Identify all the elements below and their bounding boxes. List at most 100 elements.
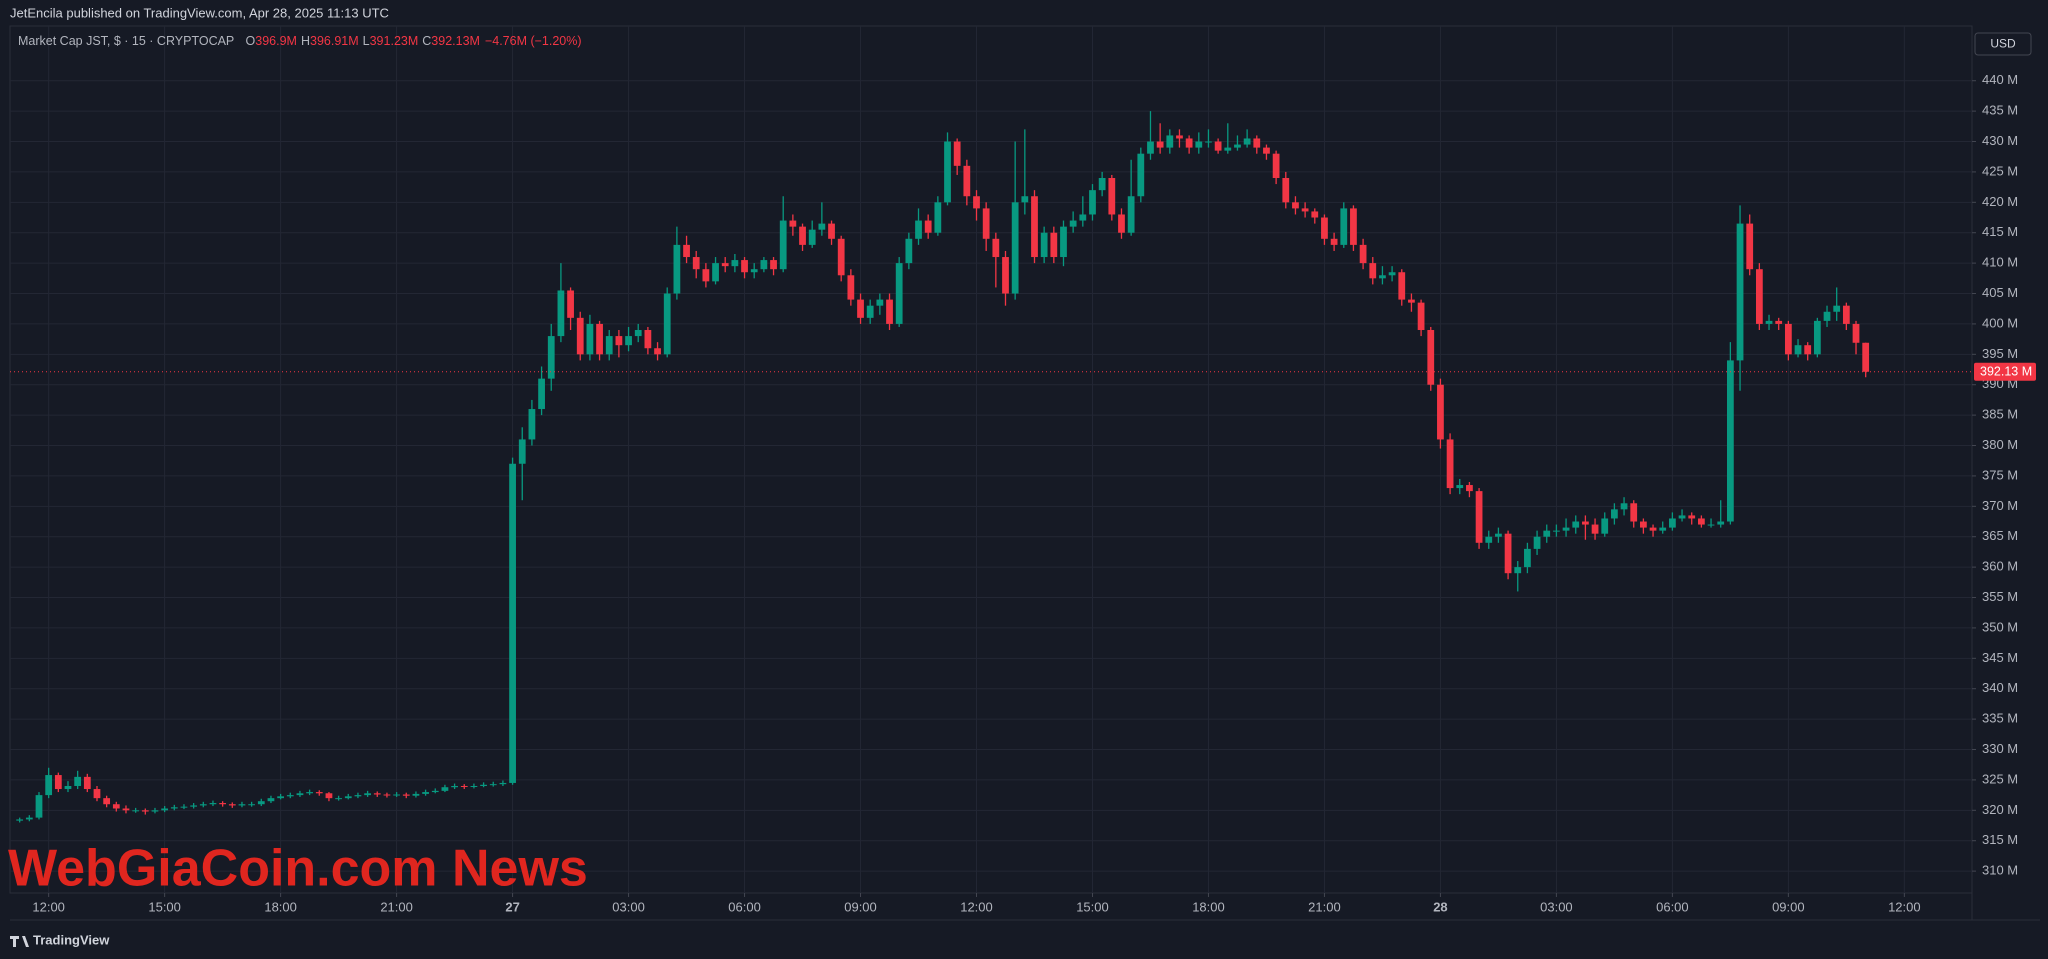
candle-body: [789, 220, 797, 227]
candle-body: [228, 804, 236, 806]
legend-key: L: [363, 34, 370, 48]
candle-body: [528, 409, 536, 440]
candle-body: [1437, 384, 1444, 440]
grid: [10, 26, 1972, 893]
candle-body: [1127, 196, 1135, 233]
candle-body: [1340, 208, 1348, 245]
candle-body: [982, 208, 990, 239]
candle-body: [1214, 141, 1222, 151]
candle-body: [1098, 177, 1106, 191]
candle-body: [1862, 342, 1870, 372]
candle-body: [915, 220, 922, 239]
candle-body: [393, 794, 400, 796]
candle-body: [1717, 521, 1725, 525]
candle-body: [25, 817, 33, 820]
candle-body: [963, 165, 971, 197]
candle-body: [1350, 208, 1357, 245]
y-tick-label: 330 M: [1982, 741, 2018, 756]
candle-body: [1234, 144, 1241, 148]
legend-key: H: [301, 34, 310, 48]
x-tick-label: 27: [505, 899, 519, 914]
y-tick-label: 345 M: [1982, 650, 2018, 665]
x-tick-label: 28: [1433, 899, 1447, 914]
candle-body: [1833, 305, 1841, 312]
last-price-label: 392.13 M: [1980, 365, 2032, 379]
candle-body: [1185, 138, 1193, 148]
candle-body: [895, 263, 903, 324]
legend-value: 392.13M: [431, 34, 480, 48]
candle-body: [1021, 196, 1029, 203]
candles: [16, 111, 1870, 823]
candle-body: [1253, 138, 1261, 148]
candle-body: [1514, 567, 1522, 574]
candle-body: [1002, 257, 1009, 294]
candle-body: [373, 793, 381, 795]
y-tick-label: 370 M: [1982, 498, 2018, 513]
candle-body: [1794, 345, 1802, 355]
candle-body: [1553, 530, 1560, 532]
y-tick-label: 440 M: [1982, 72, 2018, 87]
candle-body: [1388, 272, 1396, 276]
candle-body: [132, 810, 140, 812]
candle-body: [547, 336, 555, 379]
candle-body: [683, 244, 690, 258]
candle-body: [83, 776, 91, 790]
candle-body: [1040, 232, 1048, 258]
candle-body: [422, 792, 429, 794]
candle-body: [1572, 521, 1580, 528]
candle-body: [1379, 275, 1386, 279]
brand-logo: [10, 936, 29, 947]
candle-body: [770, 260, 777, 270]
candle-body: [431, 790, 439, 793]
candle-body: [663, 293, 671, 355]
candle-body: [1765, 320, 1773, 324]
candle-body: [180, 806, 188, 808]
candle-body: [480, 784, 487, 786]
candle-body: [828, 223, 835, 239]
candle-body: [170, 807, 178, 809]
candle-body: [1205, 141, 1212, 143]
candle-body: [402, 794, 410, 796]
y-tick-label: 430 M: [1982, 133, 2018, 148]
candle-body: [1466, 485, 1473, 492]
candle-body: [818, 223, 826, 230]
candle-body: [712, 263, 719, 282]
candle-body: [248, 804, 256, 806]
candle-body: [905, 238, 913, 264]
y-tick-label: 335 M: [1982, 711, 2018, 726]
candle-body: [1147, 141, 1154, 154]
candle-body: [122, 808, 130, 811]
candle-body: [306, 792, 313, 794]
candle-body: [586, 323, 594, 355]
candle-body: [1176, 135, 1183, 139]
candle-body: [199, 804, 207, 806]
candle-body: [634, 329, 642, 337]
currency-button[interactable]: [1974, 32, 2032, 56]
candle-body: [1736, 223, 1744, 361]
candle-body: [731, 260, 739, 267]
y-tick-label: 340 M: [1982, 680, 2018, 695]
candle-body: [219, 803, 227, 805]
candle-body: [1746, 223, 1754, 270]
legend-value: 396.91M: [310, 34, 359, 48]
candle-body: [1475, 491, 1483, 543]
candle-body: [1823, 311, 1831, 321]
candle-body: [1755, 269, 1763, 324]
candle-body: [460, 785, 468, 787]
candle-body: [1156, 141, 1164, 148]
candle-body: [1301, 208, 1309, 212]
currency-label[interactable]: USD: [1990, 37, 2016, 51]
x-tick-label: 03:00: [612, 899, 645, 914]
y-tick-label: 400 M: [1982, 315, 2018, 330]
y-tick-label: 425 M: [1982, 163, 2018, 178]
y-tick-label: 380 M: [1982, 437, 2018, 452]
y-tick-label: 315 M: [1982, 832, 2018, 847]
candle-body: [1311, 211, 1319, 218]
candle-body: [538, 378, 545, 410]
candle-body: [1640, 521, 1647, 528]
candle-body: [1321, 217, 1328, 239]
candle-body: [1011, 202, 1019, 294]
candle-body: [1079, 214, 1087, 221]
candle-body: [74, 776, 82, 786]
